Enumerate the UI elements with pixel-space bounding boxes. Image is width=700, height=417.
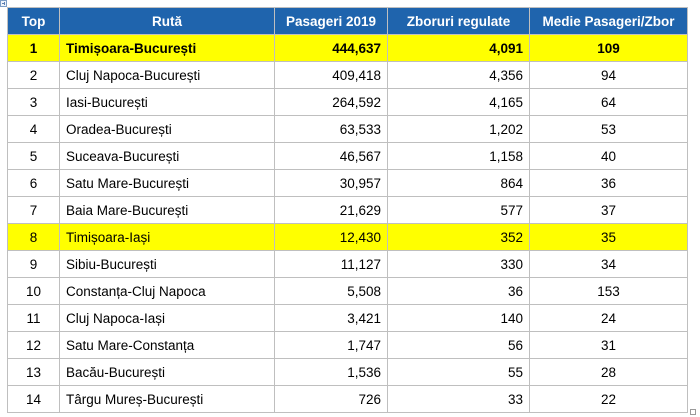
cell-passengers: 11,127 [274, 250, 388, 278]
cell-route: Satu Mare-Constanța [59, 331, 275, 359]
cell-flights: 4,091 [387, 34, 530, 62]
cell-flights: 1,158 [387, 142, 530, 170]
table-row: 12 Satu Mare-Constanța 1,747 56 31 [7, 331, 688, 359]
cell-rank: 4 [7, 115, 60, 143]
cell-rank: 8 [7, 223, 60, 251]
cell-route: Suceava-București [59, 142, 275, 170]
table-row: 1 Timișoara-București 444,637 4,091 109 [7, 34, 688, 62]
table-resize-handle-icon[interactable] [690, 409, 696, 415]
table-row: 13 Bacău-București 1,536 55 28 [7, 358, 688, 386]
cell-average: 153 [529, 277, 688, 305]
cell-flights: 4,356 [387, 61, 530, 89]
cell-passengers: 1,536 [274, 358, 388, 386]
cell-average: 36 [529, 169, 688, 197]
cell-average: 64 [529, 88, 688, 116]
cell-flights: 330 [387, 250, 530, 278]
table-row: 2 Cluj Napoca-București 409,418 4,356 94 [7, 61, 688, 89]
cell-route: Satu Mare-București [59, 169, 275, 197]
cell-rank: 11 [7, 304, 60, 332]
cell-average: 35 [529, 223, 688, 251]
routes-table: Top Rută Pasageri 2019 Zboruri regulate … [7, 7, 688, 413]
table-row: 7 Baia Mare-București 21,629 577 37 [7, 196, 688, 224]
cell-passengers: 3,421 [274, 304, 388, 332]
cell-passengers: 409,418 [274, 61, 388, 89]
cell-flights: 56 [387, 331, 530, 359]
cell-route: Cluj Napoca-Iași [59, 304, 275, 332]
cell-passengers: 21,629 [274, 196, 388, 224]
table-row: 10 Constanța-Cluj Napoca 5,508 36 153 [7, 277, 688, 305]
cell-rank: 1 [7, 34, 60, 62]
cell-passengers: 5,508 [274, 277, 388, 305]
header-average: Medie Pasageri/Zbor [529, 7, 688, 35]
header-passengers: Pasageri 2019 [274, 7, 388, 35]
cell-average: 31 [529, 331, 688, 359]
cell-route: Târgu Mureș-București [59, 385, 275, 413]
cell-passengers: 444,637 [274, 34, 388, 62]
cell-flights: 4,165 [387, 88, 530, 116]
cell-passengers: 30,957 [274, 169, 388, 197]
cell-flights: 864 [387, 169, 530, 197]
cell-average: 53 [529, 115, 688, 143]
cell-rank: 12 [7, 331, 60, 359]
cell-rank: 14 [7, 385, 60, 413]
cell-rank: 3 [7, 88, 60, 116]
cell-route: Iasi-București [59, 88, 275, 116]
cell-route: Timișoara-Iași [59, 223, 275, 251]
table-row: 9 Sibiu-București 11,127 330 34 [7, 250, 688, 278]
cell-rank: 6 [7, 169, 60, 197]
header-top: Top [7, 7, 60, 35]
header-flights: Zboruri regulate [387, 7, 530, 35]
cell-average: 109 [529, 34, 688, 62]
cell-route: Oradea-București [59, 115, 275, 143]
table-row: 3 Iasi-București 264,592 4,165 64 [7, 88, 688, 116]
cell-passengers: 264,592 [274, 88, 388, 116]
table-row: 14 Târgu Mureș-București 726 33 22 [7, 385, 688, 413]
table-row: 6 Satu Mare-București 30,957 864 36 [7, 169, 688, 197]
cell-route: Bacău-București [59, 358, 275, 386]
cell-average: 94 [529, 61, 688, 89]
cell-flights: 33 [387, 385, 530, 413]
cell-passengers: 726 [274, 385, 388, 413]
cell-passengers: 12,430 [274, 223, 388, 251]
cell-flights: 352 [387, 223, 530, 251]
cell-rank: 13 [7, 358, 60, 386]
cell-route: Baia Mare-București [59, 196, 275, 224]
cell-rank: 7 [7, 196, 60, 224]
cell-passengers: 46,567 [274, 142, 388, 170]
cell-route: Cluj Napoca-București [59, 61, 275, 89]
cell-average: 24 [529, 304, 688, 332]
cell-route: Timișoara-București [59, 34, 275, 62]
table-move-handle-icon[interactable] [0, 0, 7, 7]
cell-flights: 140 [387, 304, 530, 332]
cell-average: 34 [529, 250, 688, 278]
cell-route: Sibiu-București [59, 250, 275, 278]
cell-route: Constanța-Cluj Napoca [59, 277, 275, 305]
table-row: 8 Timișoara-Iași 12,430 352 35 [7, 223, 688, 251]
table-row: 4 Oradea-București 63,533 1,202 53 [7, 115, 688, 143]
cell-average: 28 [529, 358, 688, 386]
cell-flights: 577 [387, 196, 530, 224]
cell-flights: 55 [387, 358, 530, 386]
cell-rank: 10 [7, 277, 60, 305]
cell-average: 37 [529, 196, 688, 224]
cell-passengers: 63,533 [274, 115, 388, 143]
table-body: 1 Timișoara-București 444,637 4,091 109 2 Cluj… [7, 34, 688, 413]
cell-passengers: 1,747 [274, 331, 388, 359]
cell-average: 40 [529, 142, 688, 170]
cell-rank: 5 [7, 142, 60, 170]
cell-flights: 36 [387, 277, 530, 305]
cell-rank: 2 [7, 61, 60, 89]
table-header-row: Top Rută Pasageri 2019 Zboruri regulate … [7, 7, 688, 35]
cell-flights: 1,202 [387, 115, 530, 143]
table-row: 5 Suceava-București 46,567 1,158 40 [7, 142, 688, 170]
cell-rank: 9 [7, 250, 60, 278]
header-route: Rută [59, 7, 275, 35]
table-row: 11 Cluj Napoca-Iași 3,421 140 24 [7, 304, 688, 332]
cell-average: 22 [529, 385, 688, 413]
